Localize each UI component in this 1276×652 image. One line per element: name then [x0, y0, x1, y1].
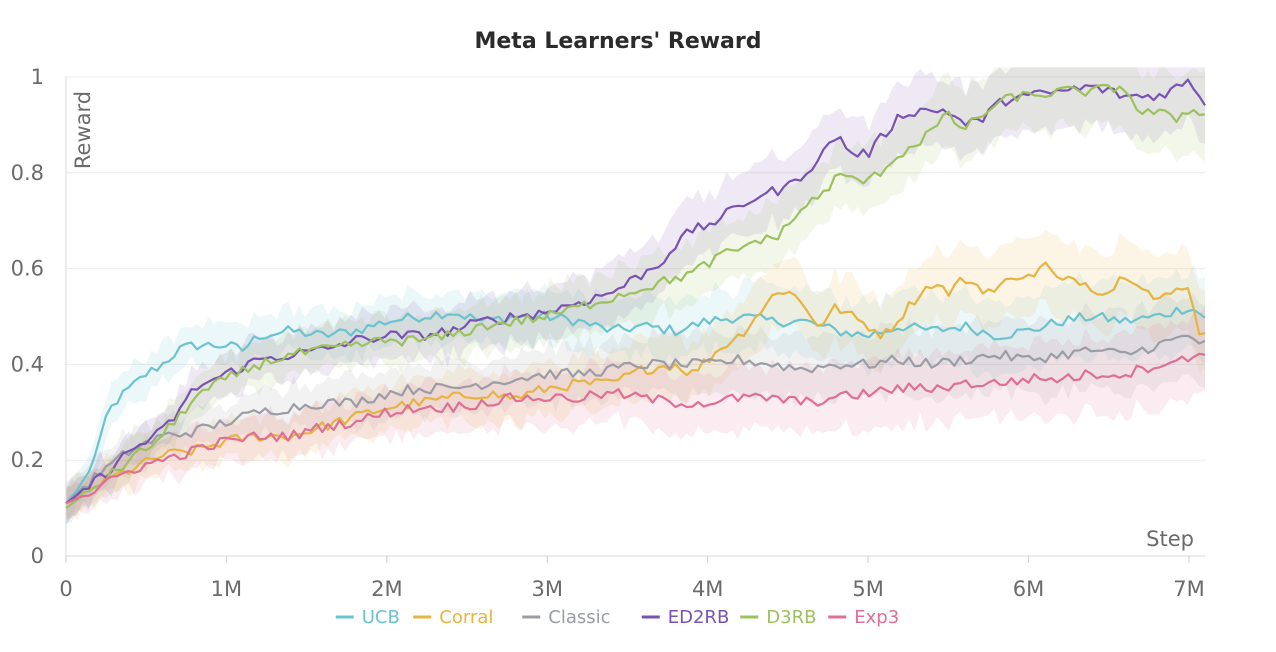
x-tick-label: 0	[59, 577, 72, 601]
band-exp3	[66, 307, 1205, 520]
y-tick-label: 0.6	[11, 257, 44, 281]
x-tick-label: 4M	[692, 577, 723, 601]
y-axis-label: Reward	[71, 91, 95, 169]
y-tick-label: 0	[31, 544, 44, 568]
series-lines	[65, 78, 1206, 509]
x-tick-label: 1M	[211, 577, 242, 601]
series-line-classic	[65, 334, 1206, 505]
series-line-d3rb	[65, 83, 1206, 509]
x-tick-label: 3M	[532, 577, 563, 601]
legend-label-classic: Classic	[548, 607, 610, 628]
x-tick-label: 2M	[371, 577, 402, 601]
x-axis-label: Step	[1146, 527, 1194, 551]
band-classic	[66, 293, 1205, 524]
chart-title: Meta Learners' Reward	[474, 29, 761, 54]
legend-label-exp3: Exp3	[854, 607, 899, 628]
band-ed2rb	[66, 67, 1205, 526]
x-tick-label: 6M	[1013, 577, 1044, 601]
y-tick-label: 0.4	[11, 352, 44, 376]
legend: UCB Corral Classic ED2RB D3RB Exp3	[335, 607, 899, 628]
legend-label-d3rb: D3RB	[766, 607, 816, 628]
band-ucb	[66, 263, 1205, 525]
y-tick-label: 0.2	[11, 448, 44, 472]
series-line-corral	[65, 261, 1206, 505]
tick-labels: 0 0.2 0.4 0.6 0.8 1 0 1M 2M 3M 4M 5M 6M 7M	[11, 65, 1205, 601]
grid	[66, 76, 1205, 461]
variance-bands	[66, 67, 1205, 526]
y-tick-label: 0.8	[11, 161, 44, 185]
series-line-ucb	[65, 306, 1206, 505]
x-tick-label: 7M	[1173, 577, 1204, 601]
legend-label-ucb: UCB	[362, 607, 400, 628]
band-corral	[66, 229, 1205, 521]
legend-label-corral: Corral	[439, 607, 493, 628]
y-tick-label: 1	[31, 65, 44, 89]
legend-label-ed2rb: ED2RB	[668, 607, 730, 628]
axes	[65, 77, 1205, 557]
x-tick-label: 5M	[852, 577, 883, 601]
series-line-exp3	[65, 352, 1206, 505]
